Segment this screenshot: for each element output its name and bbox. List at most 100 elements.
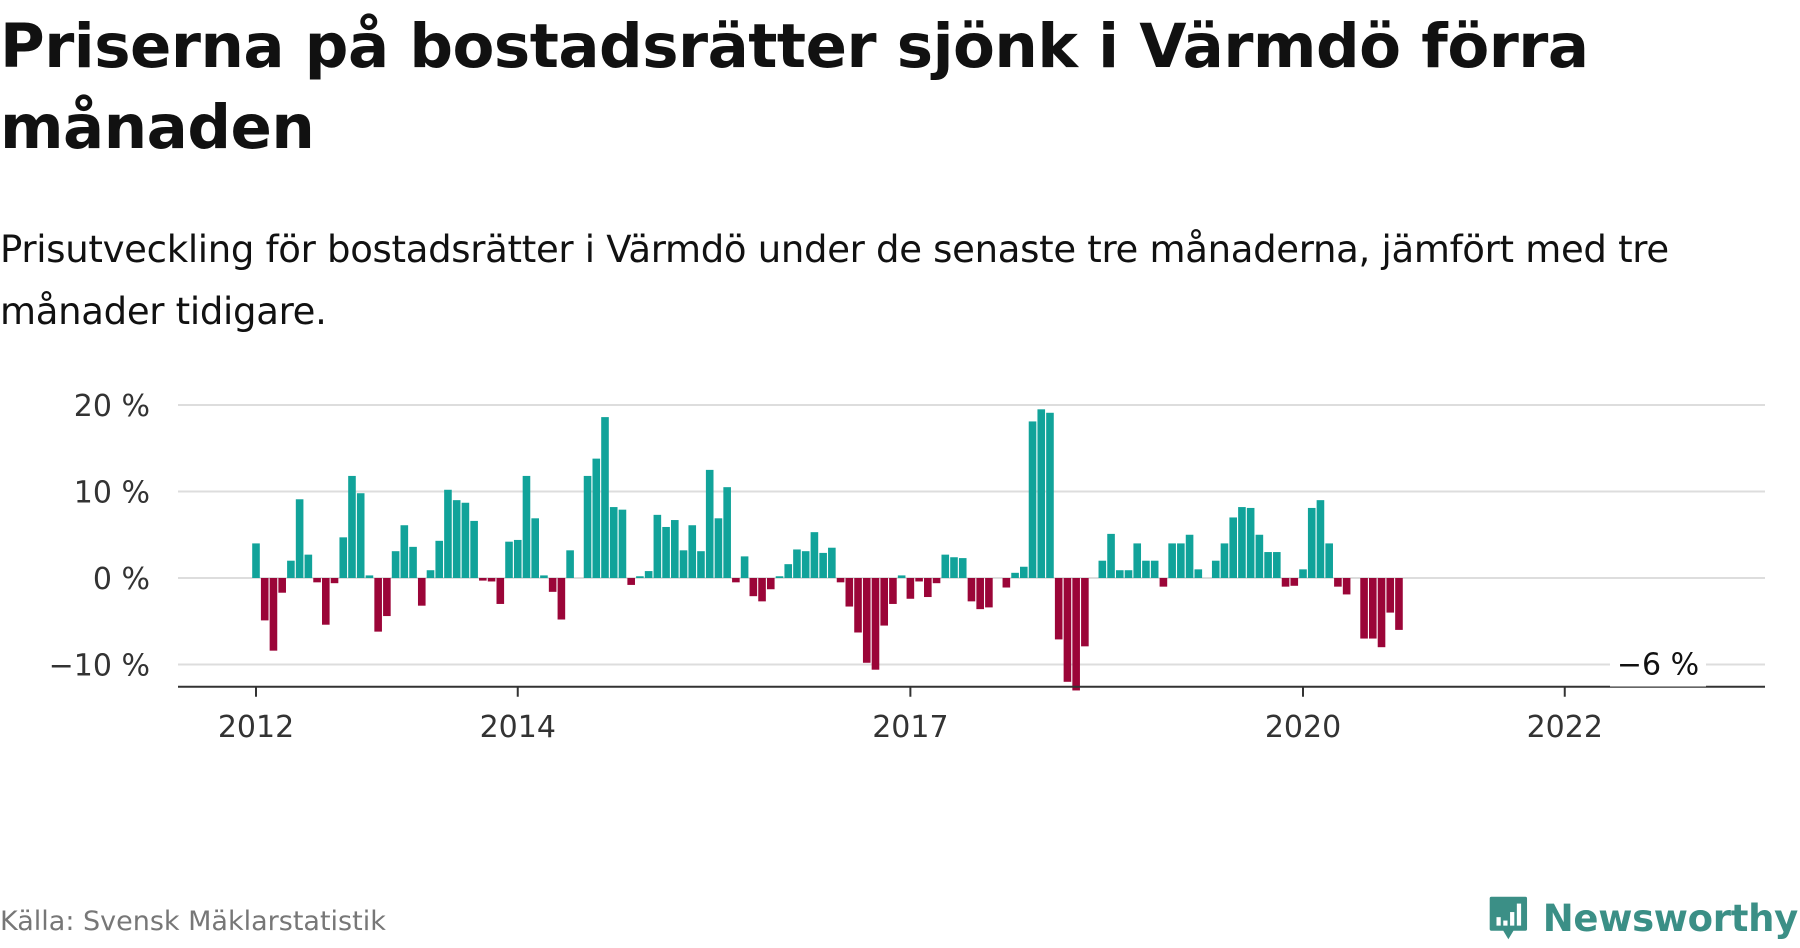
bar: [950, 557, 958, 578]
bar: [854, 578, 862, 633]
bar: [1299, 569, 1307, 578]
bar: [592, 458, 601, 578]
bar: [941, 554, 950, 578]
bar: [801, 551, 810, 579]
brand-name: Newsworthy: [1542, 896, 1799, 940]
bar: [714, 518, 723, 578]
bar: [1133, 543, 1142, 578]
bar: [531, 518, 539, 578]
bar: [1124, 570, 1133, 579]
bar: [1194, 569, 1203, 578]
bar: [1098, 560, 1107, 578]
bar: [513, 539, 522, 578]
bar: [644, 571, 653, 578]
bar: [609, 507, 618, 578]
bar: [671, 520, 679, 578]
annotation-background: [1610, 640, 1706, 687]
bars: [252, 409, 1403, 691]
bar: [1290, 578, 1299, 586]
bar: [662, 526, 670, 579]
bar: [409, 546, 417, 578]
bar: [1342, 578, 1351, 595]
bar: [1395, 578, 1403, 630]
bar: [723, 487, 731, 578]
x-tick-label: 2012: [218, 710, 294, 745]
bar: [1238, 507, 1246, 578]
bar: [967, 578, 976, 602]
bar: [1115, 570, 1124, 579]
bar: [766, 578, 775, 590]
bar: [1255, 534, 1264, 578]
bar: [548, 578, 557, 592]
y-tick-label: 20 %: [74, 389, 150, 424]
bar: [304, 554, 313, 578]
bar: [348, 475, 356, 578]
bar: [932, 578, 941, 584]
bar: [1002, 578, 1011, 588]
bar: [924, 578, 932, 598]
bar: [269, 578, 278, 651]
bar: [435, 540, 444, 579]
page-title: Priserna på bostadsrätter sjönk i Värmdö…: [0, 11, 1589, 163]
bar: [836, 578, 845, 583]
bar: [470, 520, 478, 578]
bar: [540, 575, 548, 579]
bar: [636, 576, 644, 578]
bar: [758, 578, 766, 602]
bar: [1159, 578, 1168, 587]
bar: [1046, 412, 1054, 578]
bar: [383, 578, 391, 617]
bar: [400, 525, 409, 579]
newsworthy-logo-icon: [1489, 896, 1528, 940]
bar: [1081, 578, 1089, 647]
bar: [653, 514, 662, 578]
x-tick-label: 2022: [1527, 710, 1603, 745]
bar: [1281, 578, 1290, 587]
bar: [793, 549, 801, 578]
bar: [1360, 578, 1368, 639]
bar: [1316, 500, 1325, 578]
bar: [880, 578, 888, 626]
last-value-label: −6 %: [1617, 648, 1699, 683]
brand-logo[interactable]: Newsworthy: [1488, 888, 1798, 948]
bar: [313, 578, 321, 583]
bar: [557, 578, 566, 620]
bar: [1142, 560, 1150, 578]
bar: [1168, 543, 1176, 578]
bar: [784, 564, 793, 578]
bar: [1220, 543, 1229, 578]
bar: [1307, 507, 1316, 578]
bar: [339, 537, 348, 578]
bar: [1028, 421, 1037, 578]
bar: [278, 578, 286, 593]
bar: [496, 578, 505, 604]
bar: [1273, 552, 1281, 578]
bar: [391, 551, 400, 579]
bar: [897, 575, 906, 579]
y-tick-label: 10 %: [74, 476, 150, 511]
bar: [1011, 572, 1019, 578]
bar: [1325, 543, 1333, 578]
bar: [1185, 534, 1194, 578]
bar: [740, 556, 749, 579]
bar: [1377, 578, 1386, 648]
bar: [1072, 578, 1080, 691]
bar: [958, 558, 967, 578]
annotations: −6 %: [1610, 640, 1706, 687]
bar: [627, 578, 635, 585]
bar: [452, 500, 461, 578]
y-tick-label: 0 %: [93, 562, 150, 597]
bar: [487, 578, 496, 582]
bar: [810, 532, 819, 578]
bar: [1246, 507, 1255, 578]
x-tick-label: 2017: [872, 710, 948, 745]
bar: [444, 489, 452, 578]
bar: [775, 576, 784, 578]
bar: [287, 560, 295, 578]
bar: [1063, 578, 1072, 682]
bar: [522, 475, 531, 578]
bar: [479, 578, 487, 581]
bar: [1107, 533, 1115, 578]
bar: [845, 578, 854, 607]
bar: [985, 578, 993, 608]
